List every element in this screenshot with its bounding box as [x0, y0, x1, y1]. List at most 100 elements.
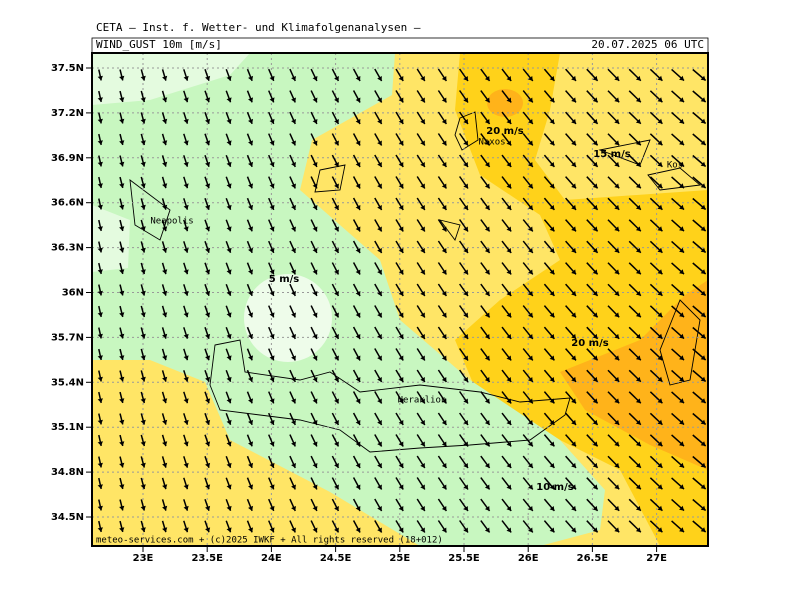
arrow-head	[355, 75, 361, 81]
arrow-head	[506, 226, 512, 232]
arrow-head	[269, 118, 275, 124]
arrow-head	[398, 312, 404, 318]
arrow-head	[140, 419, 146, 425]
arrow-head	[528, 290, 533, 296]
arrow-head	[420, 312, 425, 318]
arrow-head	[506, 333, 512, 339]
lon-label: 25E	[389, 553, 410, 564]
arrow-head	[441, 119, 447, 125]
arrow-head	[592, 376, 598, 382]
arrow-head	[635, 118, 641, 124]
arrow-head	[592, 484, 598, 490]
arrow-head	[441, 248, 447, 254]
arrow-head	[248, 140, 254, 146]
arrow-head	[183, 527, 189, 533]
arrow-head	[97, 97, 103, 102]
place-label: Heraklion	[398, 396, 447, 406]
arrow-head	[269, 247, 275, 253]
arrow-head	[248, 419, 254, 425]
arrow-head	[420, 140, 425, 146]
arrow-head	[528, 226, 533, 232]
arrow-head	[183, 419, 189, 425]
arrow-head	[226, 97, 232, 103]
arrow-head	[549, 183, 555, 189]
arrow-head	[269, 226, 275, 232]
arrow-head	[291, 398, 296, 404]
arrow-head	[484, 247, 490, 253]
arrow-head	[657, 204, 663, 210]
arrow-head	[119, 204, 125, 210]
arrow-head	[162, 247, 168, 253]
arrow-head	[571, 333, 576, 339]
arrow-head	[463, 226, 468, 232]
arrow-head	[248, 333, 254, 339]
arrow-head	[635, 527, 641, 533]
arrow-head	[205, 376, 211, 382]
lat-label: 37.2N	[51, 108, 84, 119]
arrow-head	[162, 183, 168, 189]
arrow-head	[97, 75, 103, 81]
arrow-head	[700, 398, 706, 403]
arrow-head	[679, 505, 685, 511]
arrow-head	[571, 247, 576, 253]
arrow-head	[484, 312, 490, 318]
arrow-head	[635, 290, 641, 296]
arrow-head	[248, 75, 254, 81]
arrow-head	[506, 140, 512, 146]
arrow-head	[140, 161, 146, 167]
arrow-head	[700, 161, 706, 167]
arrow-head	[657, 161, 663, 167]
arrow-head	[355, 204, 361, 210]
arrow-head	[549, 333, 555, 339]
arrow-head	[635, 441, 641, 447]
arrow-head	[657, 505, 663, 511]
lat-label: 35.1N	[51, 422, 84, 433]
arrow-head	[162, 376, 168, 382]
arrow-head	[549, 75, 555, 81]
arrow-head	[528, 140, 533, 146]
arrow-head	[484, 505, 490, 511]
arrow-head	[312, 75, 318, 81]
arrow-head	[614, 441, 620, 447]
arrow-head	[183, 269, 189, 275]
arrow-head	[226, 75, 232, 81]
lat-label: 34.8N	[51, 467, 84, 478]
arrow-head	[549, 226, 555, 232]
arrow-head	[119, 462, 125, 468]
arrow-head	[248, 505, 254, 511]
arrow-head	[463, 269, 468, 275]
arrow-head	[97, 527, 103, 532]
arrow-head	[205, 247, 211, 253]
arrow-head	[549, 462, 555, 468]
arrow-head	[657, 118, 663, 124]
arrow-head	[248, 527, 254, 533]
arrow-head	[592, 75, 598, 81]
arrow-head	[657, 441, 663, 447]
arrow-head	[441, 398, 447, 404]
arrow-head	[183, 398, 189, 404]
arrow-head	[226, 204, 232, 210]
arrow-head	[291, 204, 296, 210]
arrow-head	[162, 118, 168, 124]
arrow-head	[592, 269, 598, 275]
arrow-head	[269, 140, 275, 146]
lon-label: 26E	[518, 553, 539, 564]
arrow-head	[205, 333, 211, 339]
band-green	[92, 53, 605, 546]
arrow-head	[205, 226, 211, 232]
arrow-head	[657, 226, 663, 232]
arrow-head	[269, 97, 275, 103]
arrow-head	[205, 441, 211, 447]
arrow-head	[312, 355, 318, 361]
arrow-head	[226, 226, 232, 232]
arrow-head	[679, 462, 685, 468]
arrow-head	[334, 505, 339, 511]
arrow-head	[614, 355, 620, 361]
arrow-head	[635, 505, 641, 511]
arrow-head	[420, 162, 425, 168]
arrow-head	[377, 204, 382, 210]
arrow-head	[162, 484, 168, 490]
arrow-head	[291, 441, 296, 447]
arrow-head	[398, 162, 404, 168]
arrow-head	[205, 75, 211, 81]
